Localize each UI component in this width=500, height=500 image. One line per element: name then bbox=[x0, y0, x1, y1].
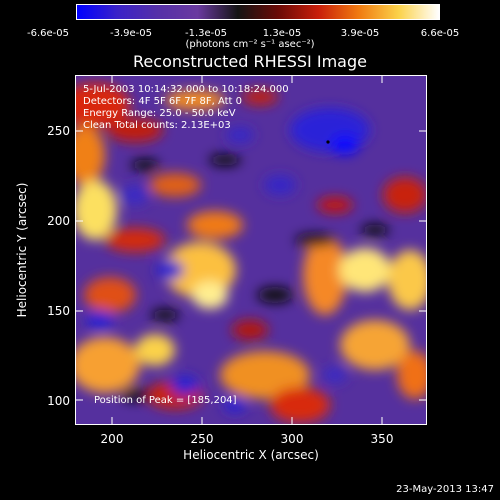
y-tick-label: 150 bbox=[47, 304, 70, 318]
tick-marks bbox=[75, 75, 427, 425]
colorbar-tick-label: 1.3e-05 bbox=[262, 28, 302, 39]
y-tick-label: 200 bbox=[47, 214, 70, 228]
color-bar bbox=[76, 4, 440, 20]
clean-counts-label: Clean Total counts: 2.13E+03 bbox=[83, 120, 231, 131]
peak-marker bbox=[326, 140, 330, 144]
colorbar-tick-label: -3.9e-05 bbox=[110, 28, 152, 39]
x-axis-label: Heliocentric X (arcsec) bbox=[183, 448, 319, 462]
x-tick-label: 350 bbox=[370, 432, 394, 446]
energy-range-label: Energy Range: 25.0 - 50.0 keV bbox=[83, 108, 236, 119]
x-tick-label: 250 bbox=[190, 432, 214, 446]
colorbar-tick-label: 6.6e-05 bbox=[420, 28, 460, 39]
emission-map bbox=[75, 83, 427, 423]
colorbar-tick-label: -6.6e-05 bbox=[27, 28, 69, 39]
colorbar-tick-label: -1.3e-05 bbox=[185, 28, 227, 39]
y-tick-label: 100 bbox=[47, 394, 70, 408]
detectors-label: Detectors: 4F 5F 6F 7F 8F, Att 0 bbox=[83, 96, 243, 107]
colorbar-units: (photons cm⁻² s⁻¹ asec⁻²) bbox=[185, 39, 315, 50]
x-tick-label: 300 bbox=[280, 432, 304, 446]
colorbar-tick-label: 3.9e-05 bbox=[340, 28, 380, 39]
generation-timestamp: 23-May-2013 13:47 bbox=[396, 484, 494, 495]
y-axis-label: Heliocentric Y (arcsec) bbox=[15, 182, 29, 318]
x-tick-label: 200 bbox=[100, 432, 124, 446]
time-range-label: 5-Jul-2003 10:14:32.000 to 10:18:24.000 bbox=[83, 84, 289, 95]
peak-position-label: Position of Peak = [185,204] bbox=[94, 395, 237, 406]
image-title: Reconstructed RHESSI Image bbox=[133, 52, 367, 71]
y-tick-label: 250 bbox=[47, 124, 70, 138]
solar-image-plot bbox=[75, 75, 427, 425]
